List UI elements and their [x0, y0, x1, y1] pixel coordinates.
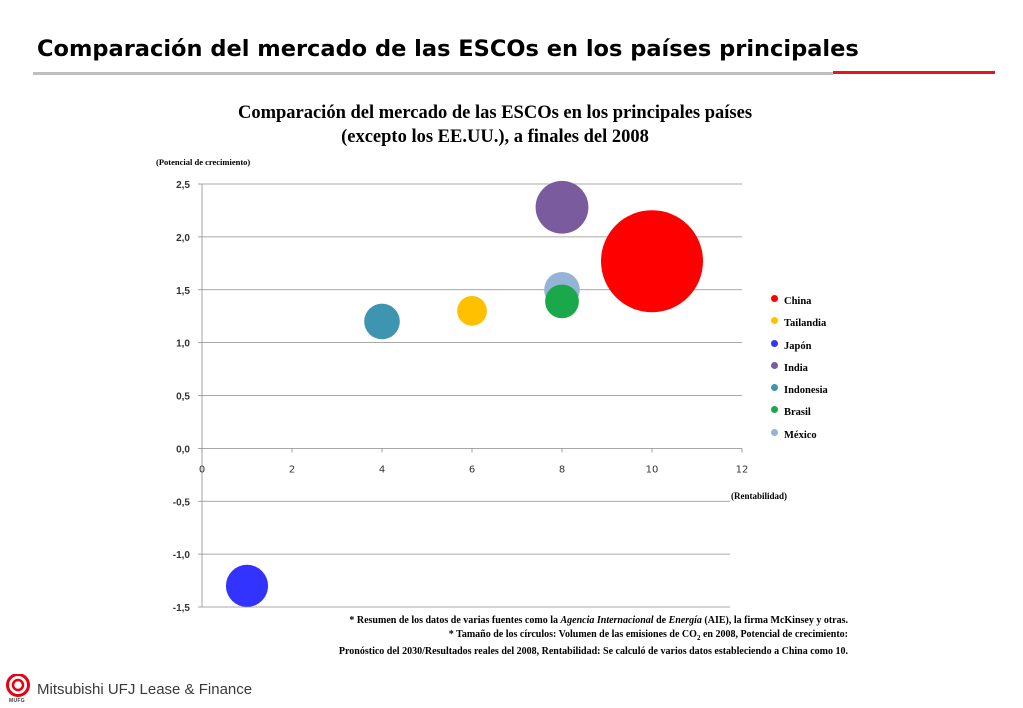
- legend-item-india: India: [768, 360, 858, 382]
- x-tick-label: 4: [379, 464, 385, 475]
- y-tick-label: 2,0: [176, 233, 190, 244]
- legend-label: Brasil: [784, 407, 811, 419]
- bubble-china: [601, 210, 703, 313]
- legend-item-japon: Japón: [768, 338, 858, 360]
- tick-labels: 2,5 2,0 1,5 1,0 0,5 0,0 -0,5 -1,0 -1,5 0 2 4 6 8 10 12: [173, 180, 749, 614]
- y-tick-label: 0,5: [176, 392, 190, 403]
- x-tick-label: 2: [289, 464, 295, 475]
- logo-subtext: MUFG: [9, 698, 25, 704]
- x-tick-label: 12: [736, 464, 749, 475]
- slide-title: Comparación del mercado de las ESCOs en …: [37, 36, 859, 62]
- x-tick-label: 8: [559, 464, 565, 475]
- footnote-line-3: Pronóstico del 2030/Resultados reales de…: [338, 646, 848, 657]
- x-axis-label: (Rentabilidad): [731, 491, 787, 501]
- legend-item-indonesia: Indonesia: [768, 382, 858, 404]
- y-tick-label: -1,0: [173, 550, 191, 561]
- bubbles: [225, 180, 703, 607]
- chart-title-line-2: (excepto los EE.UU.), a finales del 2008: [341, 127, 649, 147]
- legend-item-mexico: México: [768, 427, 858, 449]
- legend-marker: [771, 361, 778, 369]
- x-tick-label: 0: [199, 464, 205, 475]
- legend-marker: [771, 384, 778, 392]
- y-tick-label: 1,0: [176, 339, 190, 350]
- bubble-brasil: [545, 284, 579, 319]
- mufg-logo-icon: [6, 674, 30, 697]
- title-underline: [33, 72, 833, 75]
- legend-label: Tailandia: [784, 318, 827, 330]
- title-underline-accent: [833, 71, 995, 74]
- legend-label: China: [784, 296, 812, 307]
- legend-label: Indonesia: [784, 385, 828, 397]
- footnote-line-2: * Tamaño de los círculos: Volumen de las…: [448, 628, 848, 642]
- y-tick-label: -0,5: [173, 497, 191, 508]
- axes: [198, 183, 743, 608]
- y-axis-label: (Potencial de crecimiento): [156, 157, 250, 167]
- y-tick-label: 1,5: [176, 286, 190, 297]
- company-logo: MUFG Mitsubishi UFJ Lease & Finance: [4, 674, 264, 708]
- legend-label: India: [784, 362, 808, 374]
- chart-title: Comparación del mercado de las ESCOs en …: [150, 101, 840, 149]
- legend: China Tailandia Japón India Indonesia Brasil M…: [768, 293, 858, 449]
- footnote: * Resumen de los datos de varias fuentes…: [200, 614, 848, 659]
- footnote-line-1: * Resumen de los datos de varias fuentes…: [349, 615, 848, 626]
- y-tick-label: 0,0: [176, 444, 190, 455]
- chart-title-line-1: Comparación del mercado de las ESCOs en …: [237, 103, 753, 123]
- legend-label: Japón: [784, 340, 812, 352]
- bubble-tailandia: [457, 295, 487, 326]
- legend-marker: [771, 295, 778, 302]
- legend-marker: [771, 428, 778, 436]
- bubble-india: [535, 180, 589, 234]
- legend-label: México: [784, 429, 817, 441]
- legend-marker: [771, 317, 778, 325]
- legend-item-china: China: [768, 293, 858, 315]
- legend-item-tailandia: Tailandia: [768, 315, 858, 337]
- y-tick-label: -1,5: [173, 603, 191, 614]
- company-name: Mitsubishi UFJ Lease & Finance: [37, 681, 253, 698]
- x-tick-label: 10: [646, 464, 659, 475]
- legend-marker: [771, 406, 778, 414]
- legend-item-brasil: Brasil: [768, 404, 858, 426]
- y-tick-label: 2,5: [176, 180, 190, 191]
- x-tick-label: 6: [469, 464, 475, 475]
- legend-marker: [771, 339, 778, 347]
- bubble-japon: [225, 564, 269, 607]
- bubble-indonesia: [364, 303, 400, 340]
